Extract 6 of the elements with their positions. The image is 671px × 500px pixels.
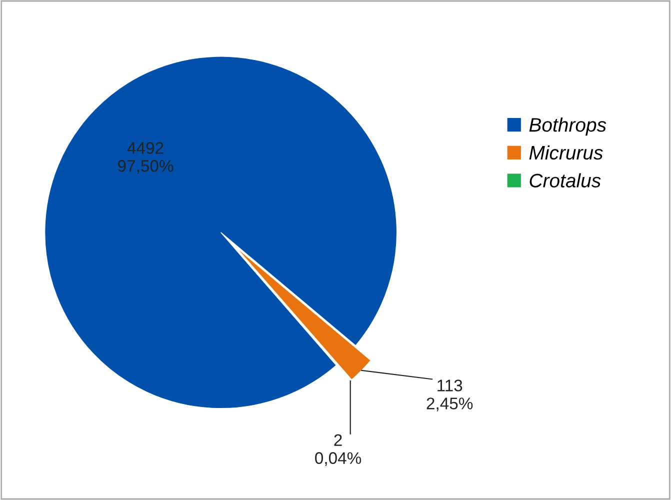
- legend-label: Bothrops: [529, 118, 606, 136]
- data-label: 2 0,04%: [315, 434, 362, 466]
- data-label: 113 2,45%: [426, 380, 473, 412]
- legend-label: Crotalus: [530, 173, 601, 188]
- legend-label: Micrurus: [529, 145, 603, 160]
- data-label: 4492 97,50%: [118, 142, 174, 174]
